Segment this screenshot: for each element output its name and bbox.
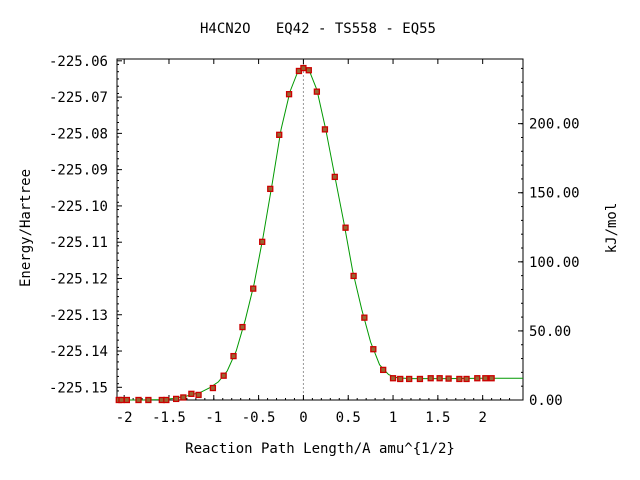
data-point [474, 375, 481, 382]
data-point [163, 396, 170, 404]
y-axis-label: Energy/Hartree [18, 169, 34, 287]
data-point [230, 352, 237, 360]
data-point [209, 384, 217, 392]
data-point [180, 394, 187, 401]
data-point [389, 375, 397, 382]
data-point [436, 375, 443, 382]
data-point [313, 88, 321, 95]
data-point [361, 314, 368, 321]
data-point [220, 372, 227, 379]
y-tick-label: -225.12 [49, 271, 108, 287]
plot-frame [116, 58, 524, 401]
data-point [300, 64, 307, 72]
y-tick-label: -225.15 [49, 380, 108, 396]
x-tick-label: -2 [116, 410, 133, 426]
data-point [123, 396, 131, 404]
data-point [195, 391, 202, 399]
data-point [370, 346, 377, 353]
y-tick-label: -225.08 [49, 126, 108, 142]
x-tick-label: 2 [478, 410, 486, 426]
data-point [463, 375, 470, 383]
y2-axis-label: kJ/mol [604, 203, 620, 254]
data-point [145, 396, 152, 404]
data-point [445, 375, 452, 382]
data-point [488, 375, 495, 382]
y-tick-label: -225.10 [49, 199, 108, 215]
x-tick-label: 0 [299, 410, 307, 426]
data-point [267, 185, 274, 193]
y-tick-label: -225.13 [49, 308, 108, 324]
data-point [259, 238, 266, 245]
y-tick-label: -225.06 [49, 54, 108, 70]
y-tick-label: -225.07 [49, 90, 108, 106]
y2-tick-label: 0.00 [529, 393, 563, 409]
data-point [250, 285, 257, 292]
data-point [321, 126, 329, 133]
y2-tick-label: 50.00 [529, 324, 571, 340]
data-point [276, 131, 283, 138]
data-point [173, 395, 180, 403]
x-axis-label: Reaction Path Length/A amu^{1/2} [185, 441, 455, 457]
x-tick-label: -0.5 [242, 410, 276, 426]
y2-tick-label: 100.00 [529, 255, 580, 271]
data-point [456, 375, 463, 383]
y2-tick-label: 200.00 [529, 117, 580, 133]
data-point [397, 375, 404, 383]
plot-area: -2 -1.5 -1 -0.5 0 0.5 1 1.5 2 -225.06 -225.07 -225.… [49, 54, 580, 426]
data-point [342, 224, 349, 231]
data-point [135, 396, 142, 404]
data-point [350, 272, 357, 280]
data-point [416, 375, 424, 383]
data-point [239, 323, 246, 331]
y-tick-label: -225.11 [49, 235, 108, 251]
data-point [285, 91, 293, 98]
x-tick-label: -1.5 [152, 410, 186, 426]
x-tick-label: -1 [205, 410, 222, 426]
data-point [305, 67, 312, 74]
energy-curve [117, 67, 523, 401]
data-point [118, 396, 125, 404]
x-tick-label: 1 [389, 410, 397, 426]
data-point [188, 390, 195, 397]
chart-title: H4CN2O EQ42 - TS558 - EQ55 [200, 21, 436, 37]
data-point [406, 375, 413, 383]
data-point [427, 375, 434, 382]
data-point [482, 375, 489, 382]
y2-tick-label: 150.00 [529, 186, 580, 202]
data-point [380, 366, 387, 374]
x-tick-label: 1.5 [425, 410, 450, 426]
y-tick-label: -225.09 [49, 163, 108, 179]
y-tick-label: -225.14 [49, 344, 108, 360]
x-tick-label: 0.5 [336, 410, 361, 426]
data-point [331, 173, 338, 181]
